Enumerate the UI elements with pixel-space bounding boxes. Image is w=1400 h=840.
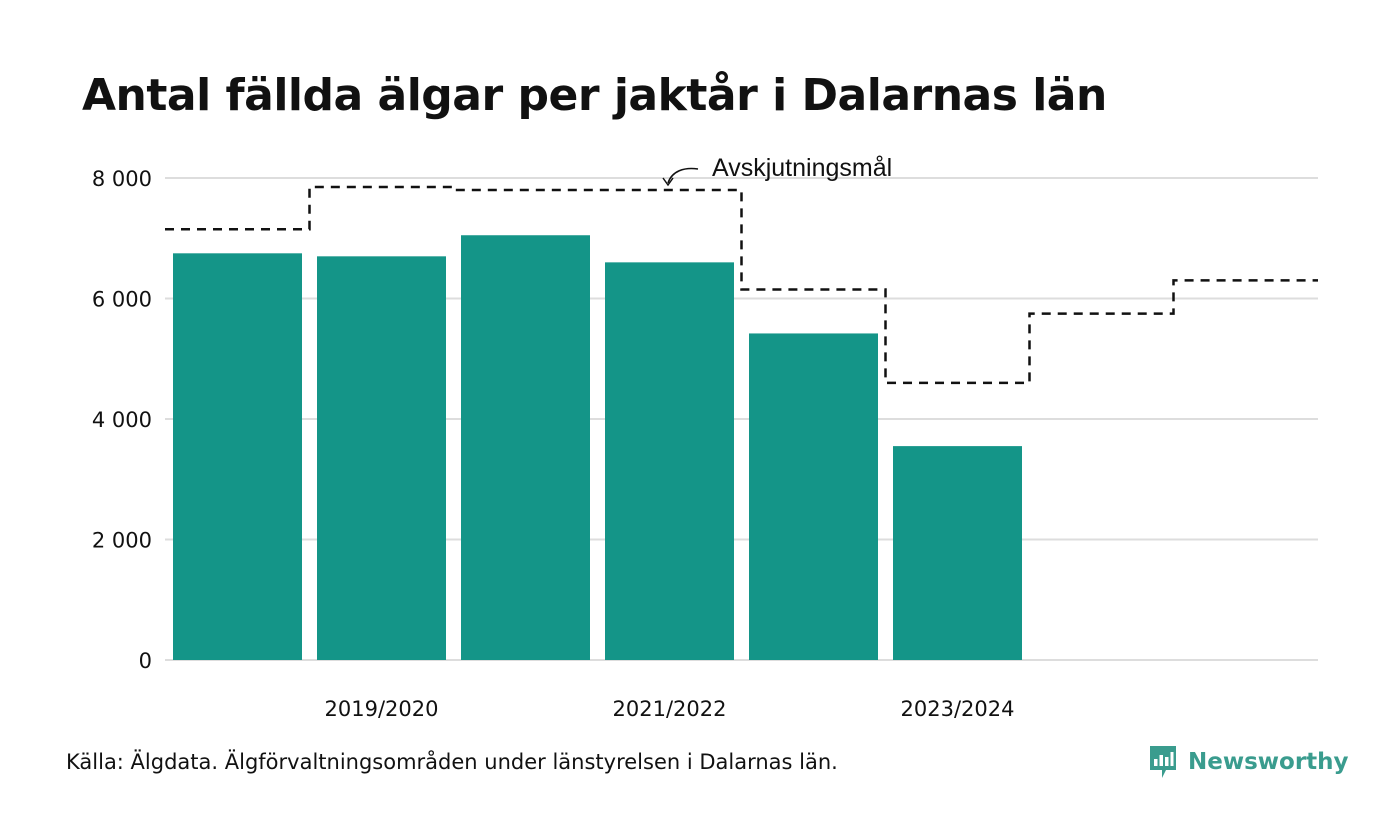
bar-series (173, 235, 1022, 661)
bar (173, 253, 302, 660)
brand-name: Newsworthy (1188, 749, 1349, 775)
bar (749, 333, 878, 660)
annotation: Avskjutningsmål (662, 154, 892, 187)
y-tick-label: 0 (139, 649, 152, 673)
target-step-line (165, 185, 1318, 385)
bar (605, 262, 734, 660)
y-tick-label: 2 000 (92, 529, 152, 553)
y-tick-label: 8 000 (92, 167, 152, 191)
bar-chart: 0 2 000 4 000 6 000 8 000 2019/2020 2021/2022… (92, 154, 1318, 721)
chart-title: Antal fällda älgar per jaktår i Dalarnas… (82, 70, 1107, 121)
y-tick-label: 6 000 (92, 288, 152, 312)
bar (893, 446, 1022, 660)
brand-logo: Newsworthy (1148, 744, 1349, 780)
x-tick-label: 2021/2022 (613, 697, 727, 721)
source-note: Källa: Älgdata. Älgförvaltningsområden u… (66, 750, 838, 774)
annotation-label: Avskjutningsmål (712, 154, 892, 182)
x-tick-label: 2019/2020 (325, 697, 439, 721)
bar (461, 235, 590, 661)
bar (317, 256, 446, 660)
y-axis: 0 2 000 4 000 6 000 8 000 (92, 167, 152, 673)
target-line (165, 185, 1318, 385)
newsworthy-logo-icon (1150, 746, 1176, 778)
annotation-arrowhead (662, 177, 674, 187)
annotation-arrow (667, 167, 699, 184)
x-tick-label: 2023/2024 (901, 697, 1015, 721)
y-tick-label: 4 000 (92, 408, 152, 432)
x-axis: 2019/2020 2021/2022 2023/2024 (325, 697, 1015, 721)
